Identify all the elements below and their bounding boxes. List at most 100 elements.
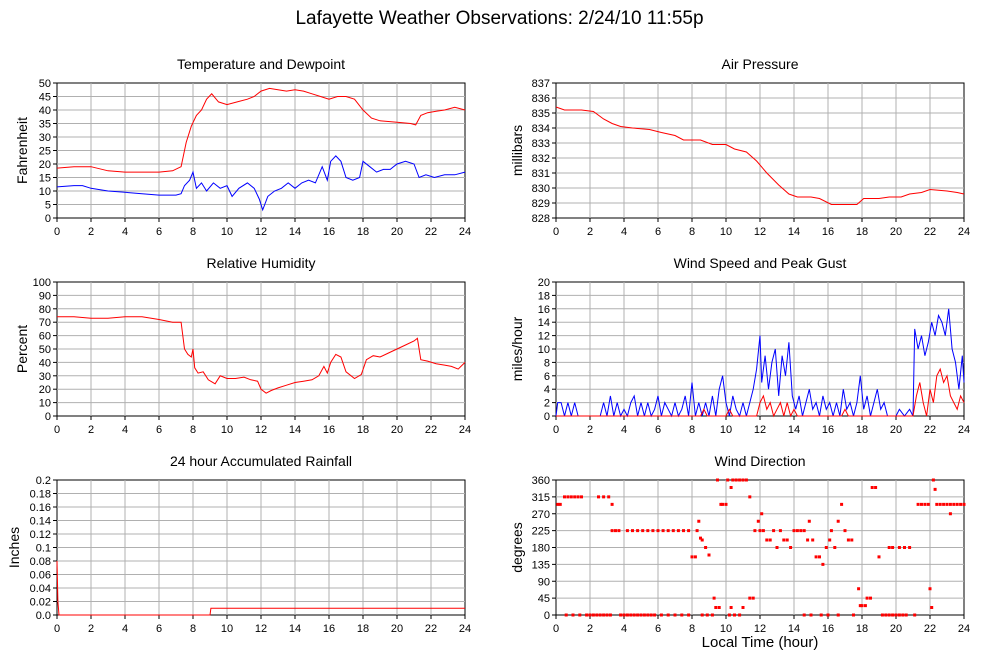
pressure-ylabel: millibars — [509, 125, 525, 176]
wind-ytick-label: 10 — [538, 344, 550, 356]
rain-xtick-label: 24 — [459, 623, 471, 635]
winddir-point — [564, 613, 568, 617]
winddir-point — [877, 555, 881, 559]
winddir-point — [792, 529, 796, 533]
winddir-point — [602, 495, 606, 499]
pressure-ytick-label: 830 — [532, 183, 550, 195]
pressure-ytick-label: 837 — [532, 78, 550, 90]
winddir-point — [863, 604, 867, 608]
winddir-point — [608, 613, 612, 617]
winddir-point — [935, 502, 939, 506]
winddir-point — [829, 529, 833, 533]
wind-xtick-label: 2 — [587, 424, 593, 436]
humidity-ytick-label: 30 — [39, 371, 51, 383]
winddir-point — [860, 604, 864, 608]
pressure-ytick-label: 836 — [532, 93, 550, 105]
pressure-xtick-label: 20 — [890, 226, 902, 238]
temp-ytick-label: 5 — [45, 200, 51, 212]
rain-xtick-label: 0 — [54, 623, 60, 635]
winddir-point — [687, 613, 691, 617]
winddir-point — [904, 613, 908, 617]
rain-ytick-label: 0.12 — [30, 529, 51, 541]
winddir-point — [920, 502, 923, 506]
rain-ylabel: Inches — [6, 527, 22, 568]
pressure-chart: 0 2 4 6 8 10 12 14 16 18 20 22 248288298308318328338… — [509, 56, 970, 238]
winddir-point — [857, 587, 861, 591]
temp-ytick-label: 0 — [45, 213, 51, 225]
winddir-point — [610, 529, 614, 533]
winddir-point — [729, 606, 733, 609]
winddir-point — [673, 613, 677, 617]
winddir-point — [802, 529, 806, 533]
winddir-point — [870, 486, 874, 489]
winddir-point — [772, 529, 776, 533]
winddir-point — [585, 613, 589, 617]
winddir-point — [646, 613, 650, 617]
rain-xtick-label: 14 — [289, 623, 301, 635]
winddir-point — [556, 502, 560, 506]
winddir-point — [591, 613, 595, 617]
temp-ytick-label: 10 — [39, 186, 51, 198]
x-axis-title: Local Time (hour) — [701, 634, 819, 651]
winddir-point — [826, 613, 830, 617]
winddir-point — [891, 613, 895, 617]
winddir-point — [639, 613, 643, 617]
winddir-xtick-label: 24 — [958, 623, 970, 635]
wind-xtick-label: 12 — [754, 424, 766, 436]
winddir-point — [726, 478, 730, 482]
rain-ytick-label: 0.0 — [36, 610, 51, 622]
winddir-point — [874, 486, 878, 489]
winddir-point — [903, 546, 906, 549]
winddir-point — [731, 478, 735, 482]
winddir-point — [653, 613, 657, 617]
winddir-point — [959, 502, 963, 506]
winddir-point — [789, 546, 793, 549]
winddir-ytick-label: 90 — [538, 576, 550, 588]
rain-ytick-label: 0.18 — [30, 489, 51, 501]
winddir-ytick-label: 135 — [532, 559, 550, 571]
pressure-xtick-label: 2 — [587, 226, 593, 238]
winddir-point — [622, 613, 626, 617]
winddir-point — [908, 546, 912, 549]
temp-xtick-label: 14 — [289, 226, 301, 238]
winddir-point — [682, 529, 685, 533]
rain-ytick-label: 0.08 — [30, 556, 51, 568]
winddir-point — [605, 613, 609, 617]
temp-xtick-label: 0 — [54, 226, 60, 238]
winddir-point — [756, 519, 760, 523]
winddir-xtick-label: 8 — [689, 623, 695, 635]
rain-title: 24 hour Accumulated Rainfall — [170, 453, 352, 469]
winddir-point — [563, 495, 566, 499]
pressure-xtick-label: 4 — [621, 226, 627, 238]
winddir-point — [795, 529, 799, 533]
winddir-point — [913, 613, 917, 617]
winddir-point — [852, 613, 855, 617]
winddir-point — [785, 538, 789, 542]
pressure-xtick-label: 8 — [689, 226, 695, 238]
winddir-point — [649, 613, 653, 617]
winddir-point — [846, 538, 850, 542]
winddir-point — [738, 478, 742, 482]
temp-xtick-label: 4 — [122, 226, 128, 238]
pressure-ytick-label: 832 — [532, 153, 550, 165]
winddir-point — [775, 546, 779, 549]
winddir-point — [751, 596, 755, 600]
winddir-point — [811, 538, 815, 542]
winddir-xtick-label: 6 — [655, 623, 661, 635]
temp-chart: 0 2 4 6 8 10 12 14 16 18 20 22 240510152025303540455… — [14, 56, 471, 238]
winddir-ytick-label: 315 — [532, 492, 550, 504]
temp-ytick-label: 50 — [39, 78, 51, 90]
winddir-point — [573, 495, 577, 499]
temp-ytick-label: 30 — [39, 132, 51, 144]
rain-xtick-label: 8 — [190, 623, 196, 635]
winddir-point — [699, 536, 702, 540]
winddir-point — [693, 555, 697, 559]
temp-xtick-label: 8 — [190, 226, 196, 238]
temp-xtick-label: 16 — [323, 226, 335, 238]
temp-ylabel: Fahrenheit — [14, 117, 30, 184]
winddir-xtick-label: 14 — [788, 623, 800, 635]
winddir-xtick-label: 12 — [754, 623, 766, 635]
rain-xtick-label: 20 — [391, 623, 403, 635]
wind-ytick-label: 12 — [538, 331, 550, 343]
winddir-chart: 0 2 4 6 8 10 12 14 16 18 20 22 240459013518022527031… — [509, 453, 970, 635]
